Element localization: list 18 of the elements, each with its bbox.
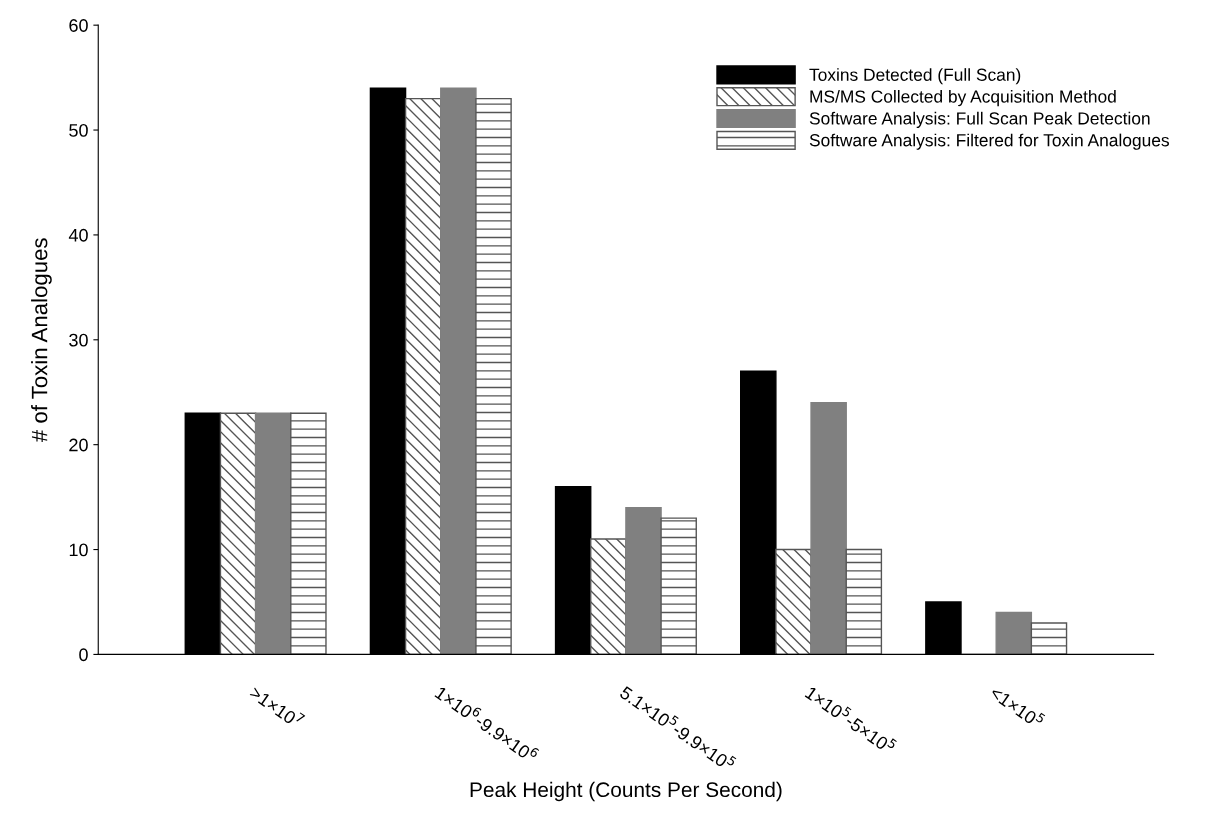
y-tick-label: 30	[69, 333, 88, 347]
y-tick-label: 20	[69, 438, 88, 452]
y-tick-label: 40	[68, 228, 88, 242]
y-tick-label: 60	[69, 19, 88, 32]
y-tick-label: 50	[69, 123, 88, 137]
legend-label: Software Analysis: Full Scan Peak Detection	[809, 111, 1150, 128]
x-tick-label: >1×10$^{7}$	[248, 682, 306, 730]
x-tick-label: 5.1×10$^{5}$-9.9×10$^{5}$	[618, 682, 737, 773]
legend-label: MS/MS Collected by Acquisition Method	[810, 89, 1116, 107]
legend-label: Toxins Detected (Full Scan)	[809, 68, 1021, 85]
y-tick-label: 0	[79, 648, 88, 662]
x-tick-label: <1×10$^{5}$	[989, 682, 1046, 730]
x-axis-title: Peak Height (Counts Per Second)	[470, 781, 782, 802]
legend-label: Software Analysis: Filtered for Toxin Analogues	[809, 133, 1169, 150]
y-axis-title: # of Toxin Analogues	[31, 238, 52, 443]
y-tick-label: 10	[69, 543, 88, 557]
x-tick-label: 1×10$^{6}$-9.9×10$^{6}$	[434, 683, 540, 764]
x-tick-label: 1×10$^{5}$-5×10$^{5}$	[804, 683, 898, 755]
